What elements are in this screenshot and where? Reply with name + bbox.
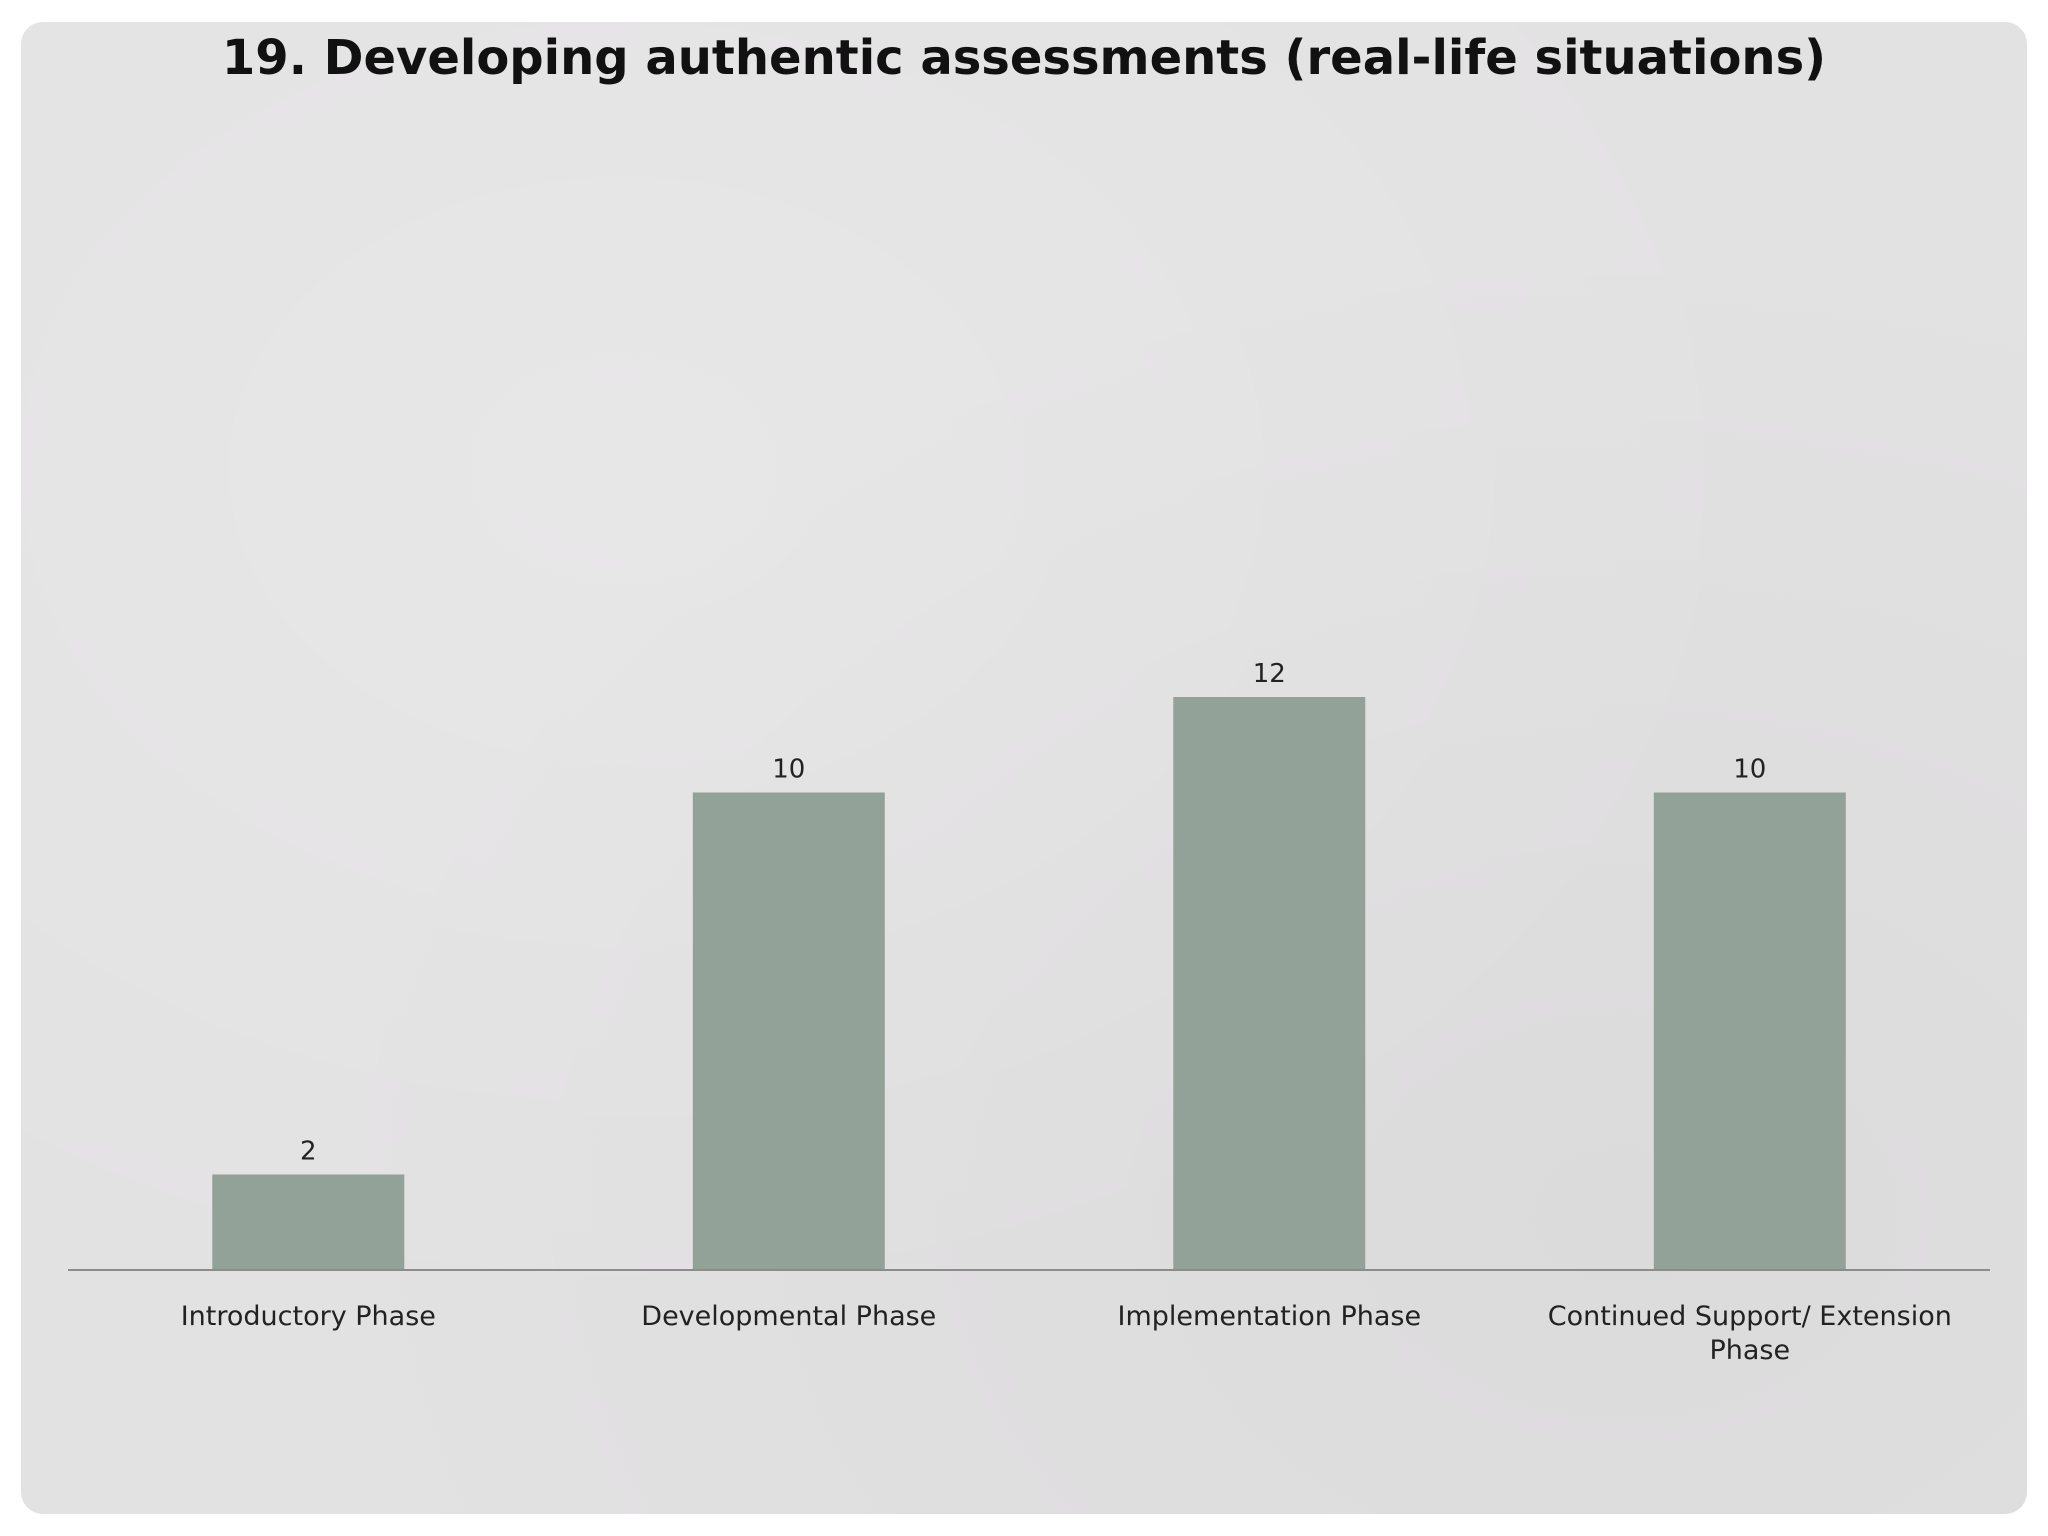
- bar-1: [212, 1174, 405, 1270]
- data-label-3: 12: [1253, 659, 1286, 689]
- category-label-4-line-1: Continued Support/ Extension: [1548, 1301, 1952, 1332]
- slide-background: 19. Developing authentic assessments (re…: [21, 22, 2027, 1514]
- bar-4: [1653, 792, 1846, 1270]
- category-label-2: Developmental Phase: [641, 1301, 936, 1332]
- data-label-2: 10: [772, 755, 805, 785]
- bar-2: [692, 792, 885, 1270]
- data-label-4: 10: [1733, 755, 1766, 785]
- bar-chart: 2 Introductory Phase 10 Developmental Phase…: [68, 659, 1990, 1366]
- bar-3: [1173, 697, 1366, 1270]
- category-label-1: Introductory Phase: [181, 1301, 436, 1332]
- category-label-4-line-2: Phase: [1709, 1335, 1790, 1366]
- data-label-1: 2: [300, 1137, 317, 1167]
- category-label-3: Implementation Phase: [1118, 1301, 1422, 1332]
- chart-title: 19. Developing authentic assessments (re…: [221, 30, 1827, 86]
